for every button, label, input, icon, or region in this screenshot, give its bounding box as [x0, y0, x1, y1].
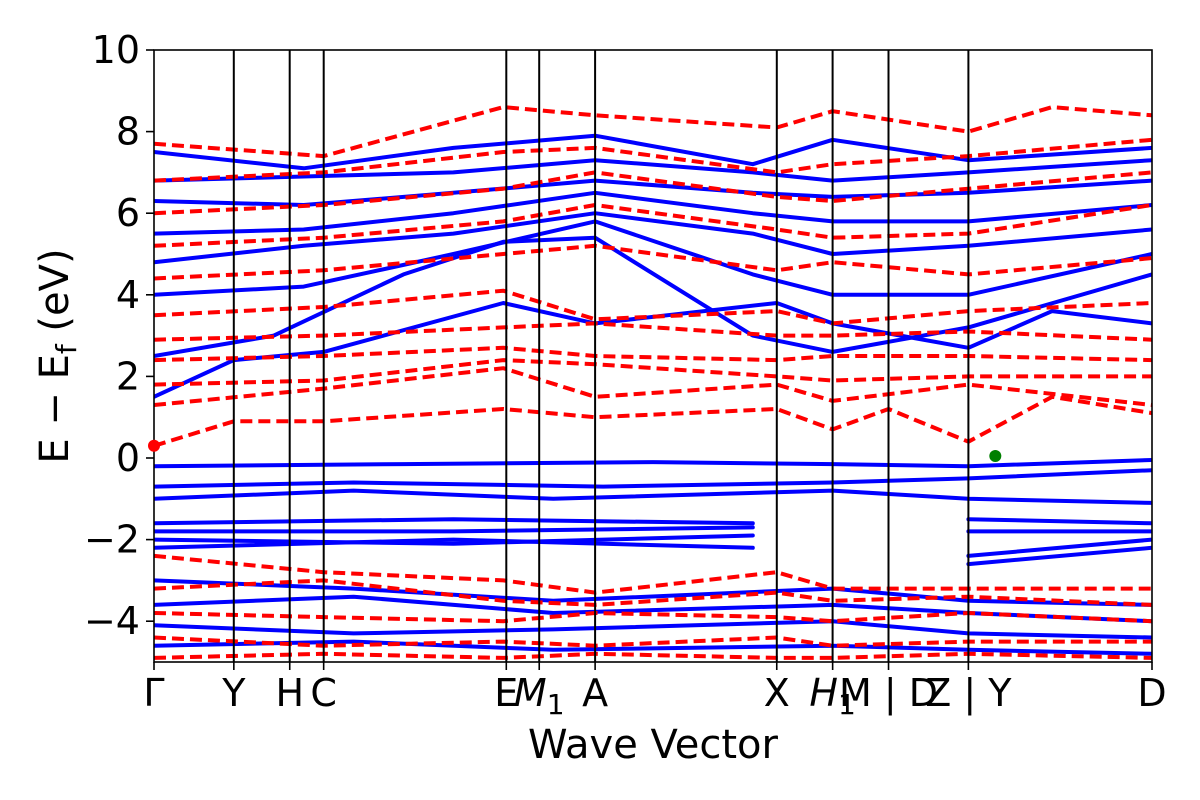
dashed-band-1-9 [154, 137, 1152, 183]
x-tick-label-text: H [275, 671, 304, 715]
x-tick-label-text: M [514, 671, 547, 715]
y-tick-label: −2 [84, 518, 140, 562]
solid-band-0-5 [154, 533, 1152, 558]
x-tick-label-text: X [764, 671, 790, 715]
dashed-band-1-5 [154, 288, 1152, 326]
dashed-band-1-2 [154, 358, 1152, 387]
dashed-band-1-13 [154, 611, 1152, 624]
x-tick-label-subscript: 1 [547, 688, 565, 721]
dashed-band-1-4 [154, 321, 1152, 342]
x-tick-label: E [494, 671, 518, 715]
solid-band-0-10 [154, 211, 1152, 265]
solid-band-0-4 [154, 525, 1152, 534]
solid-band-0-7 [154, 301, 1152, 399]
x-tick-label-text: C [310, 671, 337, 715]
x-tick-label-text: D [1137, 671, 1166, 715]
x-tick-label-text: Z [925, 671, 951, 715]
y-axis-title-subscript: f [50, 343, 83, 354]
solid-band-0-16 [154, 594, 1152, 624]
x-tick-label: M | D [839, 671, 938, 716]
solid-band-0-3 [154, 517, 1152, 526]
bands-group [154, 105, 1152, 660]
x-tick-label: Γ [143, 671, 164, 715]
y-tick-label: 6 [116, 191, 140, 235]
x-tick-label-separator: | [872, 671, 909, 716]
x-tick-label: Y [221, 671, 246, 715]
x-tick-label-text: E [494, 671, 518, 715]
x-tick-label: D [1137, 671, 1166, 715]
x-tick-label: C [310, 671, 337, 715]
x-tick-label: M1 [514, 671, 565, 721]
solid-band-0-15 [154, 578, 1152, 607]
band-edge-marker-0 [148, 439, 160, 452]
band-edge-marker-1 [989, 449, 1002, 462]
x-tick-label-text: H [809, 671, 838, 715]
solid-band-0-0 [154, 458, 1152, 469]
dashed-band-1-6 [154, 243, 1152, 281]
y-axis-title-unit-space [32, 332, 78, 345]
y-tick-label: 4 [116, 273, 140, 317]
dashed-band-1-1 [154, 366, 1152, 407]
y-tick-label: 0 [116, 436, 140, 480]
solid-band-0-1 [154, 468, 1152, 489]
x-tick-label-text: M [839, 671, 872, 715]
solid-band-0-8 [154, 235, 1152, 358]
x-tick-label: H [275, 671, 304, 715]
dashed-band-1-3 [154, 345, 1152, 363]
y-axis-title-unit: (eV) [32, 248, 78, 331]
y-tick-label: −4 [84, 599, 140, 643]
x-tick-label-text: Y [221, 671, 246, 715]
x-tick-label-text: Y [987, 671, 1012, 715]
solid-band-0-12 [154, 178, 1152, 207]
x-tick-label: A [582, 671, 608, 715]
y-axis-ticks: −4 −2 0 2 4 6 8 10 [84, 28, 154, 643]
x-tick-label-text: D [909, 671, 938, 715]
y-tick-label: 10 [92, 28, 140, 72]
dashed-band-1-15 [154, 651, 1152, 660]
dashed-band-1-14 [154, 635, 1152, 648]
y-tick-label: 2 [116, 354, 140, 398]
solid-band-0-9 [154, 219, 1152, 297]
x-tick-label-separator: | [951, 671, 988, 716]
x-tick-label: X [764, 671, 790, 715]
y-axis-title-main: E − E [32, 354, 78, 464]
dashed-band-1-7 [154, 203, 1152, 248]
markers-group [148, 439, 1002, 462]
dashed-band-1-0 [154, 394, 1152, 448]
solid-band-0-18 [154, 639, 1152, 656]
x-tick-label-subscript: 1 [838, 688, 856, 721]
y-axis-title: E − Ef (eV) [32, 248, 83, 463]
x-axis-title: Wave Vector [528, 722, 779, 768]
x-tick-label: H1 [809, 671, 855, 721]
solid-band-0-13 [154, 158, 1152, 183]
dashed-band-1-10 [154, 105, 1152, 159]
dashed-band-1-12 [154, 578, 1152, 607]
solid-band-0-2 [154, 488, 1152, 505]
plot-frame [153, 49, 1153, 663]
dashed-band-1-8 [154, 170, 1152, 216]
y-tick-label: 8 [116, 110, 140, 154]
solid-band-0-11 [154, 190, 1152, 236]
high-symmetry-lines [232, 50, 970, 662]
solid-band-0-17 [154, 619, 1152, 640]
x-tick-label: Z | Y [925, 671, 1012, 716]
x-tick-label-text: A [582, 671, 608, 715]
x-tick-label-text: Γ [143, 671, 164, 715]
solid-band-0-6 [154, 537, 1152, 567]
dashed-band-1-11 [154, 553, 1152, 595]
